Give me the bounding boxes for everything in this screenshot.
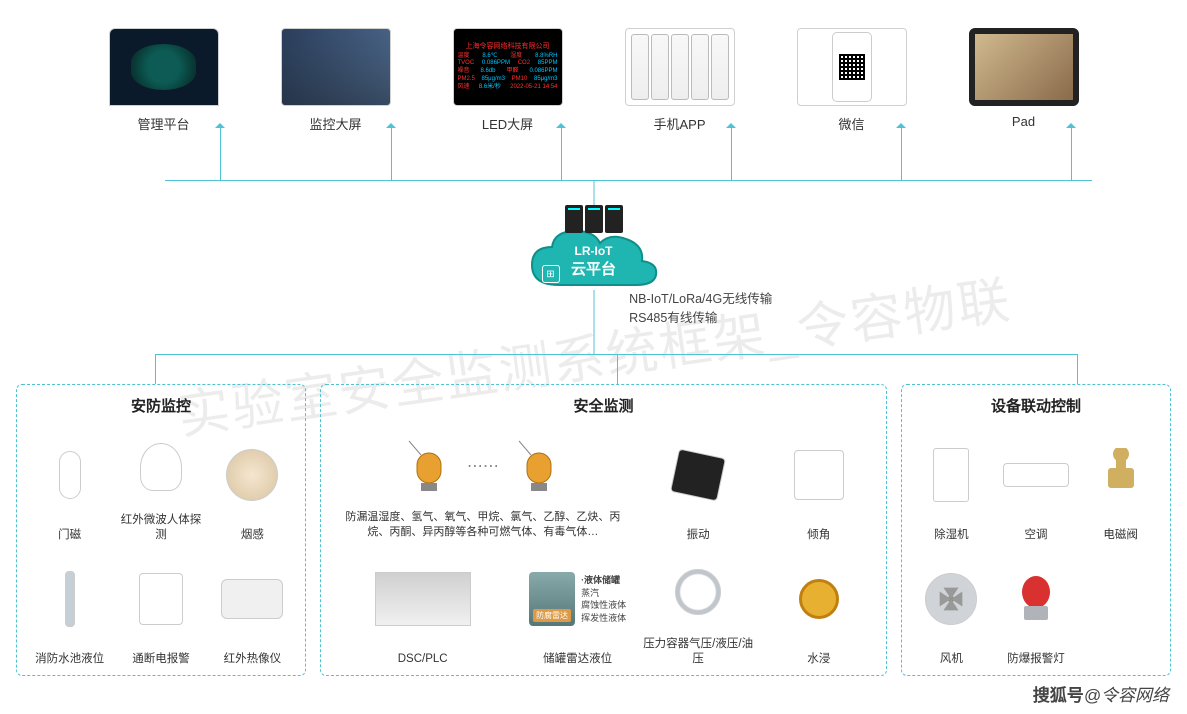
- categories-row: 安防监控 门磁 红外微波人体探测 烟感 消防水池液位 通断电报警 红外热像仪 安…: [16, 384, 1171, 676]
- credit-author: @令容网络: [1084, 686, 1169, 705]
- client-mgmt: 管理平台: [104, 28, 224, 133]
- cloud-top-label: LR-IoT: [575, 244, 613, 258]
- dev-aircon: 空调: [997, 424, 1076, 543]
- wechat-icon: [797, 28, 907, 106]
- bigscreen-icon: [281, 28, 391, 106]
- dev-dsc-plc: DSC/PLC: [331, 549, 514, 668]
- credit-line: 搜狐号@令容网络: [1033, 681, 1169, 706]
- servers-icon: [565, 205, 623, 233]
- dev-tilt: 倾角: [761, 424, 876, 543]
- clients-row: 管理平台 监控大屏 上海令容网络科技有限公司 温度8.6℃湿度8.8%RH TV…: [0, 28, 1187, 133]
- pad-icon: [969, 28, 1079, 106]
- client-label: 监控大屏: [309, 114, 361, 133]
- gas-description: 防漏温湿度、氢气、氧气、甲烷、氯气、乙醇、乙炔、丙烷、丙酮、异丙醇等各种可燃气体…: [331, 508, 635, 543]
- transmission-label: NB-IoT/LoRa/4G无线传输 RS485有线传输: [629, 290, 772, 328]
- dev-gas: ⋯⋯ 防漏温湿度、氢气、氧气、甲烷、氯气、乙醇、乙炔、丙烷、丙酮、异丙醇等各种可…: [331, 424, 635, 543]
- mgmt-icon: [109, 28, 219, 106]
- dev-pir: 红外微波人体探测: [118, 424, 203, 543]
- category-safety: 安全监测 ⋯⋯ 防漏温湿度、氢气、氧气、甲烷、氯气、乙醇、乙炔、丙烷、丙酮、异丙…: [320, 384, 887, 676]
- cloud-icon: ⊞ LR-IoT 云平台: [524, 225, 664, 297]
- client-label: 微信: [838, 114, 864, 133]
- client-label: 管理平台: [137, 114, 189, 133]
- credit-prefix: 搜狐号: [1033, 686, 1084, 705]
- dev-pressure: 压力容器气压/液压/油压: [641, 549, 756, 668]
- app-icon: [625, 28, 735, 106]
- transmission-line2: RS485有线传输: [629, 309, 772, 328]
- cloud-down-line: [593, 290, 594, 354]
- client-bigscreen: 监控大屏: [276, 28, 396, 133]
- dev-blank: [1081, 549, 1160, 668]
- client-label: Pad: [1012, 114, 1035, 129]
- category-security: 安防监控 门磁 红外微波人体探测 烟感 消防水池液位 通断电报警 红外热像仪: [16, 384, 306, 676]
- dev-valve: 电磁阀: [1081, 424, 1160, 543]
- dev-power: 通断电报警: [118, 549, 203, 668]
- dev-door: 门磁: [27, 424, 112, 543]
- category-title: 设备联动控制: [912, 395, 1160, 416]
- dev-water-leak: 水浸: [761, 549, 876, 668]
- client-app: 手机APP: [620, 28, 740, 133]
- dev-fan: 风机: [912, 549, 991, 668]
- led-title: 上海令容网络科技有限公司: [458, 42, 558, 51]
- category-control: 设备联动控制 除湿机 空调 电磁阀 风机 防爆报警灯: [901, 384, 1171, 676]
- cloud-platform: ⊞ LR-IoT 云平台: [524, 205, 664, 297]
- category-title: 安全监测: [331, 395, 876, 416]
- dev-vibration: 振动: [641, 424, 756, 543]
- dev-tank-radar: 防腐雷达 ·液体储罐 蒸汽 腐蚀性液体 挥发性液体 储罐雷达液位: [520, 549, 635, 668]
- led-icon: 上海令容网络科技有限公司 温度8.6℃湿度8.8%RH TVOC0.086PPM…: [453, 28, 563, 106]
- dev-waterlevel: 消防水池液位: [27, 549, 112, 668]
- client-wechat: 微信: [792, 28, 912, 133]
- client-led: 上海令容网络科技有限公司 温度8.6℃湿度8.8%RH TVOC0.086PPM…: [448, 28, 568, 133]
- client-label: 手机APP: [653, 114, 705, 133]
- dev-dehumidifier: 除湿机: [912, 424, 991, 543]
- bottom-bus: [155, 354, 1078, 355]
- category-title: 安防监控: [27, 395, 295, 416]
- dev-smoke: 烟感: [210, 424, 295, 543]
- dev-thermal: 红外热像仪: [210, 549, 295, 668]
- cloud-main-label: 云平台: [571, 258, 616, 279]
- gas-sensor-icon: [403, 437, 453, 495]
- client-label: LED大屏: [482, 114, 533, 133]
- top-bus: [165, 180, 1092, 181]
- cloud-chip-icon: ⊞: [542, 265, 560, 283]
- dev-alarm-light: 防爆报警灯: [997, 549, 1076, 668]
- transmission-line1: NB-IoT/LoRa/4G无线传输: [629, 290, 772, 309]
- gas-sensor-icon: [513, 437, 563, 495]
